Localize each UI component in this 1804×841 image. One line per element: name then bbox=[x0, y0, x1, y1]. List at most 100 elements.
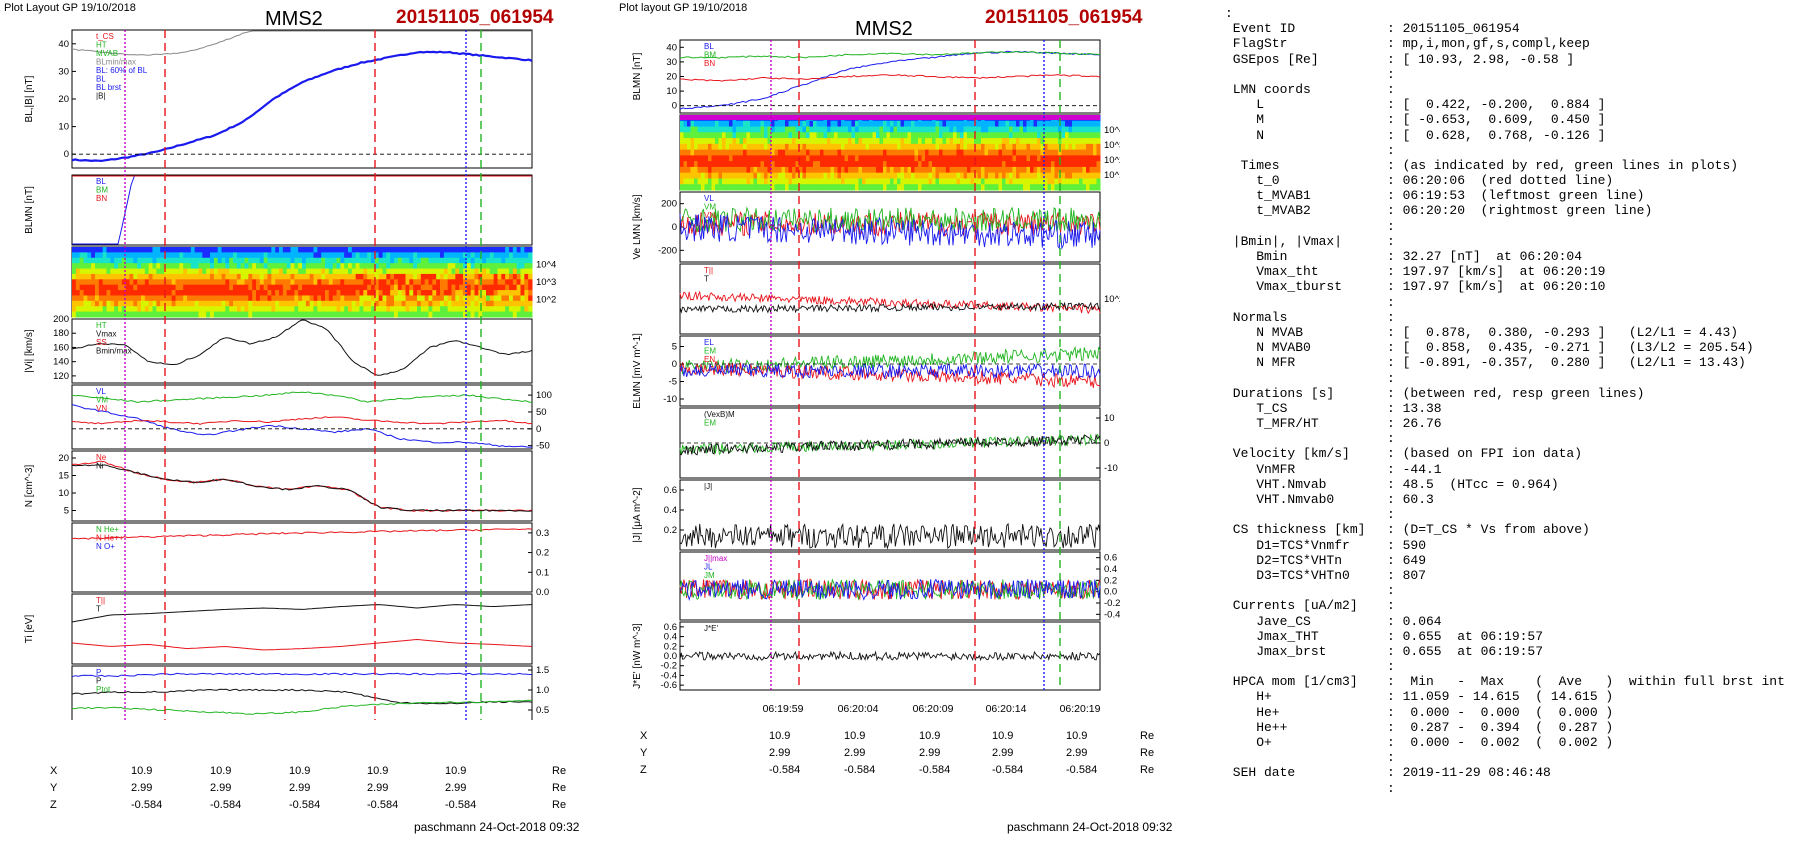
spectrogram-cell bbox=[206, 306, 211, 313]
legend-entry: Ne bbox=[96, 453, 107, 462]
tick-label: 0.4 bbox=[664, 632, 677, 643]
spectrogram-cell bbox=[883, 172, 887, 179]
spectrogram-cell bbox=[785, 161, 789, 168]
spectrogram-cell bbox=[830, 178, 835, 185]
spectrogram-cell bbox=[520, 247, 525, 253]
spectrogram-cell bbox=[98, 247, 104, 253]
summary-key bbox=[1225, 431, 1387, 446]
spectrogram-cell bbox=[921, 166, 926, 174]
spectrogram-cell bbox=[865, 155, 870, 162]
spectrogram-cell bbox=[855, 161, 859, 168]
spectrogram-cell bbox=[493, 263, 498, 270]
series-line bbox=[679, 650, 1101, 662]
spectrogram-cell bbox=[841, 155, 845, 162]
spectrogram-cell bbox=[413, 290, 418, 296]
spectrogram-cell bbox=[984, 172, 989, 179]
spectrogram-cell bbox=[386, 284, 391, 291]
spectrogram-cell bbox=[771, 143, 775, 151]
spectrogram-cell bbox=[1054, 138, 1059, 145]
spectrogram-cell bbox=[497, 290, 502, 296]
spectrogram-cell bbox=[865, 120, 870, 128]
spectrogram-cell bbox=[1009, 161, 1013, 168]
spectrogram-cell bbox=[394, 295, 399, 302]
spectrogram-cell bbox=[340, 247, 345, 253]
spectrogram-cell bbox=[244, 252, 249, 259]
spectrogram-cell bbox=[841, 120, 845, 128]
spectrogram-cell bbox=[332, 284, 337, 291]
spectrogram-cell bbox=[248, 290, 253, 296]
spectrogram-cell bbox=[374, 257, 380, 264]
spectrogram-cell bbox=[325, 295, 330, 302]
spectrogram-cell bbox=[294, 279, 299, 286]
spectrogram-cell bbox=[816, 161, 821, 168]
spectrogram-cell bbox=[970, 172, 975, 179]
spectrogram-cell bbox=[851, 184, 856, 191]
summary-key: Times bbox=[1225, 157, 1280, 173]
spectrogram-cell bbox=[378, 263, 383, 270]
spectrogram-cell bbox=[213, 257, 219, 264]
spectrogram-cell bbox=[743, 132, 747, 139]
spectrogram-cell bbox=[167, 306, 173, 313]
summary-row: FlagStr: mp,i,mon,gf,s,compl,keep bbox=[1225, 36, 1785, 51]
spectrogram-cell bbox=[447, 252, 452, 259]
spectrogram-cell bbox=[156, 295, 161, 302]
spectrogram-cell bbox=[420, 268, 426, 275]
spectrogram-cell bbox=[378, 257, 383, 264]
spectrogram-cell bbox=[767, 143, 772, 151]
spectrogram-cell bbox=[806, 155, 810, 162]
spectrogram-cell bbox=[816, 132, 821, 139]
spectrogram-cell bbox=[890, 172, 894, 179]
spectrogram-cell bbox=[344, 252, 349, 259]
spectrogram-cell bbox=[942, 126, 947, 133]
spectrogram-cell bbox=[290, 273, 295, 280]
spectrogram-cell bbox=[792, 178, 796, 185]
summary-row: D2=TCS*VHTn: 649 bbox=[1225, 553, 1785, 568]
summary-key bbox=[1225, 67, 1387, 82]
tick-label: -0.4 bbox=[1104, 609, 1120, 620]
spectrogram-cell bbox=[87, 252, 92, 259]
spectrogram-cell bbox=[102, 290, 107, 296]
summary-value: : 0.000 - 0.002 ( 0.002 ) bbox=[1387, 735, 1614, 750]
spectrogram-cell bbox=[302, 273, 307, 280]
spectrogram-cell bbox=[256, 273, 261, 280]
spectrogram-cell bbox=[386, 268, 391, 275]
spectrogram-cell bbox=[114, 300, 119, 307]
spectrogram-cell bbox=[876, 149, 880, 156]
spectrogram-cell bbox=[1005, 132, 1010, 139]
spectrogram-cell bbox=[98, 279, 104, 286]
spectrogram-cell bbox=[221, 306, 226, 313]
spectrogram-cell bbox=[141, 300, 146, 307]
spectrogram-cell bbox=[382, 252, 387, 259]
tick-label: 0.6 bbox=[664, 622, 677, 633]
spectrogram-cell bbox=[359, 290, 364, 296]
spectrogram-cell bbox=[750, 178, 754, 185]
spectrogram-cell bbox=[505, 279, 510, 286]
spectrogram-cell bbox=[397, 284, 403, 291]
spectrogram-cell bbox=[187, 268, 192, 275]
spectrogram-cell bbox=[956, 155, 961, 162]
spectrogram-cell bbox=[386, 252, 391, 259]
spectrogram-cell bbox=[802, 161, 807, 168]
spectrogram-cell bbox=[194, 279, 199, 286]
spectrogram-cell bbox=[851, 178, 856, 185]
spectrogram-cell bbox=[956, 143, 961, 151]
summary-row: T_MFR/HT: 26.76 bbox=[1225, 416, 1785, 431]
spectrogram-cell bbox=[690, 184, 695, 191]
spectrogram-cell bbox=[271, 273, 276, 280]
spectrogram-cell bbox=[1079, 138, 1083, 145]
panel-frame bbox=[71, 29, 533, 169]
spectrogram-cell bbox=[879, 143, 884, 151]
spectrogram-cell bbox=[470, 300, 475, 307]
spectrogram-cell bbox=[171, 252, 176, 259]
spectrogram-cell bbox=[213, 247, 219, 253]
spectrogram-cell bbox=[279, 311, 284, 318]
spectrogram-cell bbox=[348, 311, 353, 318]
spectrogram-cell bbox=[290, 279, 295, 286]
spectrogram-cell bbox=[995, 132, 999, 139]
spectrogram-cell bbox=[781, 166, 786, 174]
spectrogram-cell bbox=[830, 155, 835, 162]
spectrogram-cell bbox=[187, 284, 192, 291]
spectrogram-cell bbox=[75, 311, 81, 318]
spectrogram-cell bbox=[981, 178, 985, 185]
spectrogram-cell bbox=[932, 120, 936, 128]
